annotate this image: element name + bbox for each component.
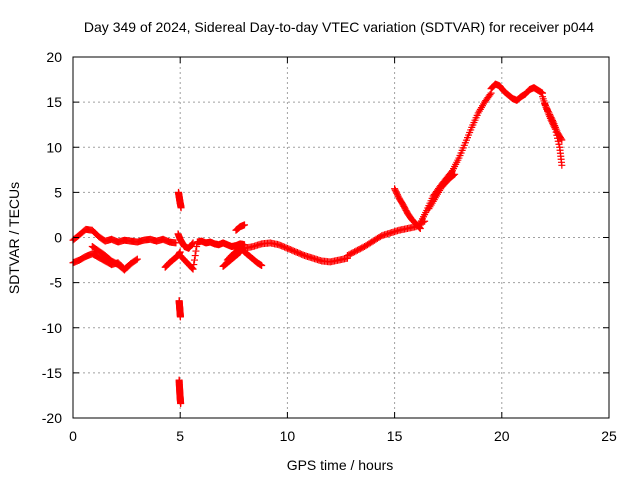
x-tick-label: 15	[387, 428, 403, 444]
data-points	[69, 80, 566, 408]
data-point	[393, 189, 401, 197]
data-point	[126, 261, 134, 269]
y-tick-label: 0	[54, 230, 62, 246]
data-point	[543, 104, 551, 112]
y-tick-label: 5	[54, 184, 62, 200]
data-point	[548, 115, 556, 123]
data-point	[546, 112, 554, 120]
grid	[73, 57, 609, 418]
data-point	[558, 161, 566, 169]
data-point	[236, 249, 244, 257]
data-point	[193, 243, 201, 251]
data-point	[450, 171, 458, 179]
data-point	[172, 239, 180, 247]
data-point	[545, 109, 553, 117]
data-point	[190, 261, 198, 269]
data-point	[555, 140, 563, 148]
data-point	[541, 100, 549, 108]
chart-title: Day 349 of 2024, Sidereal Day-to-day VTE…	[84, 19, 594, 35]
y-tick-label: 20	[46, 49, 62, 65]
data-point	[393, 191, 401, 199]
data-point	[541, 101, 549, 109]
data-point	[241, 221, 249, 229]
x-tick-label: 25	[601, 428, 617, 444]
data-point	[542, 103, 550, 111]
data-point	[486, 91, 494, 99]
data-point	[416, 224, 424, 232]
y-tick-label: -10	[42, 320, 62, 336]
data-point	[544, 106, 552, 114]
data-point	[177, 204, 185, 212]
data-point	[391, 185, 399, 193]
data-point	[258, 261, 266, 269]
data-point	[191, 252, 199, 260]
data-point	[236, 248, 244, 256]
data-point	[176, 313, 184, 321]
data-point	[558, 136, 566, 144]
data-point	[189, 265, 197, 273]
data-point	[547, 113, 555, 121]
data-point	[132, 256, 140, 264]
y-tick-label: 15	[46, 94, 62, 110]
data-point	[177, 400, 185, 408]
data-point	[188, 264, 196, 272]
data-point	[127, 260, 135, 268]
y-tick-label: -20	[42, 410, 62, 426]
data-point	[192, 247, 200, 255]
x-tick-label: 5	[176, 428, 184, 444]
data-point	[557, 135, 565, 143]
data-point	[451, 170, 459, 178]
data-point	[415, 223, 423, 231]
data-point	[235, 249, 243, 257]
y-tick-label: -5	[50, 275, 63, 291]
x-tick-label: 0	[69, 428, 77, 444]
data-point	[133, 255, 141, 263]
data-point	[544, 107, 552, 115]
x-tick-label: 10	[280, 428, 296, 444]
y-tick-label: -15	[42, 365, 62, 381]
data-point	[392, 188, 400, 196]
data-point	[546, 110, 554, 118]
data-point	[190, 256, 198, 264]
axis-ticks: 0 5 10 15 20 25 -20 -15 -10 -5 0 5 10 15 20	[42, 49, 617, 444]
data-point	[391, 186, 399, 194]
x-tick-label: 20	[494, 428, 510, 444]
y-axis-label: SDTVAR / TECUs	[6, 182, 22, 294]
y-tick-label: 10	[46, 139, 62, 155]
data-point	[549, 116, 557, 124]
data-point	[189, 239, 197, 247]
x-axis-label: GPS time / hours	[287, 457, 394, 473]
data-point	[188, 240, 196, 248]
